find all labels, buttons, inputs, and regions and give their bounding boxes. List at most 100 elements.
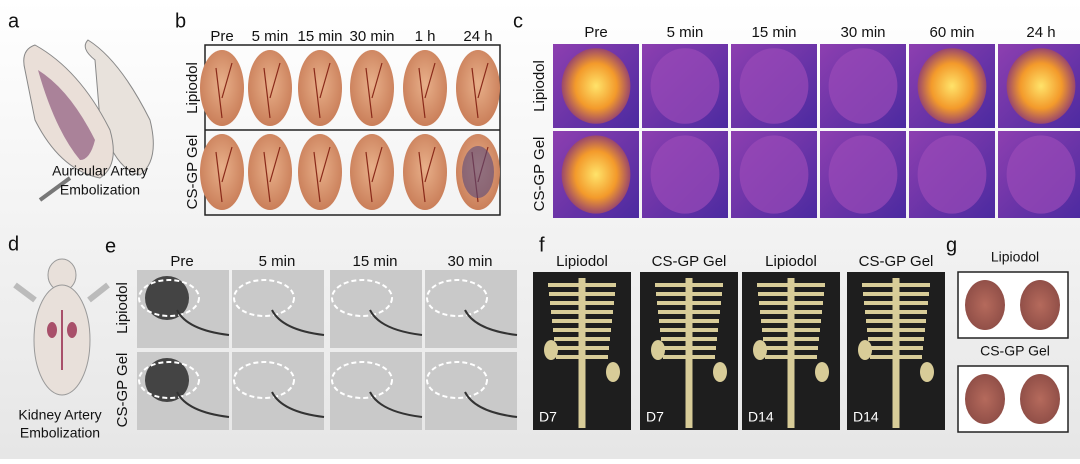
column-header: 15 min bbox=[297, 28, 342, 45]
ear-photo bbox=[200, 134, 244, 210]
ear-photo bbox=[298, 134, 342, 210]
row-label: Lipiodol bbox=[114, 282, 131, 334]
ear-illustration bbox=[23, 39, 154, 202]
roi-circle bbox=[138, 279, 200, 317]
vessel bbox=[471, 62, 489, 119]
roi-circle bbox=[138, 361, 200, 399]
kidney bbox=[606, 362, 620, 382]
roi-circle bbox=[426, 279, 488, 317]
ear-photo bbox=[403, 134, 447, 210]
vessel bbox=[215, 62, 233, 119]
kidney-photo bbox=[965, 374, 1005, 424]
column-header: Pre bbox=[584, 24, 607, 41]
rat-illustration bbox=[13, 258, 110, 396]
column-header: Pre bbox=[170, 253, 193, 270]
column-header: 5 min bbox=[259, 253, 296, 270]
artery bbox=[464, 309, 518, 336]
artery bbox=[271, 391, 325, 418]
kidney-contrast bbox=[145, 358, 189, 402]
vessel bbox=[215, 146, 233, 203]
thermal-ear bbox=[1006, 135, 1076, 214]
row-label: CS-GP Gel bbox=[184, 135, 201, 210]
ear-photo bbox=[200, 50, 244, 126]
vessel bbox=[418, 146, 436, 203]
caption: Kidney Artery bbox=[18, 407, 101, 423]
bruise bbox=[462, 146, 494, 198]
kidney-photo bbox=[1020, 280, 1060, 330]
thermal-ear bbox=[739, 135, 809, 214]
kidney bbox=[544, 340, 558, 360]
column-header: 30 min bbox=[447, 253, 492, 270]
ear-photo bbox=[248, 134, 292, 210]
row-label: CS-GP Gel bbox=[531, 137, 548, 212]
day-label: D14 bbox=[748, 409, 774, 425]
ear-photo bbox=[248, 50, 292, 126]
kidney-photo bbox=[965, 280, 1005, 330]
roi-circle bbox=[331, 279, 393, 317]
artery bbox=[271, 309, 325, 336]
thermal-ear bbox=[650, 135, 720, 214]
group-label: CS-GP Gel bbox=[980, 343, 1050, 359]
column-header: CS-GP Gel bbox=[652, 253, 727, 270]
column-header: 1 h bbox=[415, 28, 436, 45]
panel-label: b bbox=[175, 10, 186, 32]
vessel bbox=[418, 62, 436, 119]
caption: Embolization bbox=[60, 182, 140, 198]
column-header: 24 h bbox=[1026, 24, 1055, 41]
row-label: Lipiodol bbox=[184, 62, 201, 114]
kidney bbox=[651, 340, 665, 360]
kidney bbox=[858, 340, 872, 360]
vessel bbox=[365, 146, 383, 203]
thermal-ear bbox=[828, 48, 898, 124]
thermal-ear bbox=[828, 135, 898, 214]
panel-label: a bbox=[8, 10, 20, 32]
column-header: Lipiodol bbox=[556, 253, 608, 270]
vessel bbox=[263, 146, 281, 203]
day-label: D7 bbox=[646, 409, 664, 425]
column-header: 30 min bbox=[840, 24, 885, 41]
row-label: CS-GP Gel bbox=[114, 353, 131, 428]
column-header: 15 min bbox=[751, 24, 796, 41]
artery bbox=[464, 391, 518, 418]
kidney-contrast bbox=[145, 276, 189, 320]
vessel bbox=[263, 62, 281, 119]
kidney bbox=[713, 362, 727, 382]
roi-circle bbox=[233, 361, 295, 399]
roi-circle bbox=[426, 361, 488, 399]
kidney-photo bbox=[1020, 374, 1060, 424]
ear-photo bbox=[403, 50, 447, 126]
roi-circle bbox=[331, 361, 393, 399]
roi-circle bbox=[233, 279, 295, 317]
panel-label: f bbox=[539, 234, 545, 256]
vessel bbox=[365, 62, 383, 119]
kidney bbox=[920, 362, 934, 382]
column-header: CS-GP Gel bbox=[859, 253, 934, 270]
panel-label: e bbox=[105, 235, 116, 257]
panel-label: d bbox=[8, 233, 19, 255]
caption: Auricular Artery bbox=[52, 163, 148, 179]
column-header: 15 min bbox=[352, 253, 397, 270]
vessel bbox=[313, 62, 331, 119]
day-label: D14 bbox=[853, 409, 879, 425]
row-label: Lipiodol bbox=[531, 60, 548, 112]
thermal-ear bbox=[561, 48, 631, 124]
column-header: Pre bbox=[210, 28, 233, 45]
column-header: 30 min bbox=[349, 28, 394, 45]
thermal-ear bbox=[917, 135, 987, 214]
artery bbox=[176, 309, 230, 336]
column-header: 5 min bbox=[252, 28, 289, 45]
ear-photo bbox=[350, 134, 394, 210]
panel-label: g bbox=[946, 234, 957, 256]
ear-photo bbox=[350, 50, 394, 126]
column-header: 5 min bbox=[667, 24, 704, 41]
group-label: Lipiodol bbox=[991, 249, 1039, 265]
column-header: Lipiodol bbox=[765, 253, 817, 270]
panel-label: c bbox=[513, 10, 523, 32]
thermal-ear bbox=[739, 48, 809, 124]
thermal-ear bbox=[561, 135, 631, 214]
artery bbox=[369, 309, 423, 336]
ear-photo bbox=[456, 50, 500, 126]
thermal-ear bbox=[917, 48, 987, 124]
vessel bbox=[313, 146, 331, 203]
